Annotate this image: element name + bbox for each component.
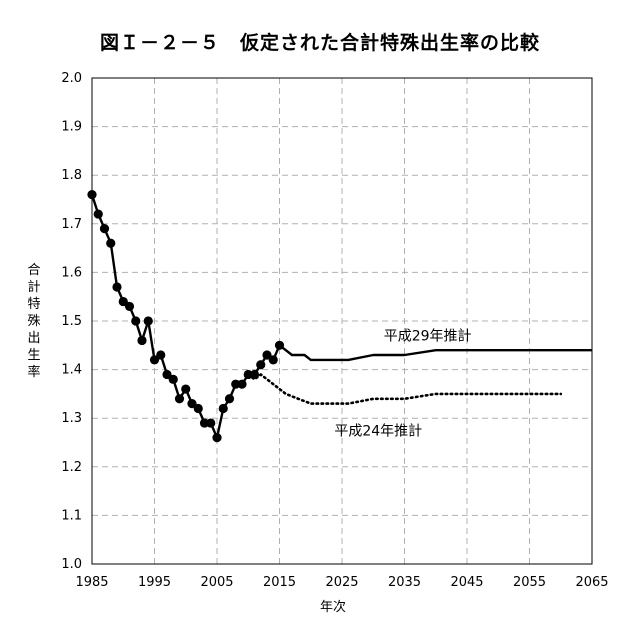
data-point bbox=[181, 384, 191, 394]
x-tick-label: 2045 bbox=[450, 575, 483, 590]
data-point bbox=[256, 360, 266, 370]
x-tick-label: 2025 bbox=[325, 575, 358, 590]
series-line bbox=[278, 344, 592, 362]
data-point bbox=[218, 403, 228, 414]
data-point bbox=[249, 369, 260, 380]
y-tick-label: 1.6 bbox=[61, 265, 82, 280]
y-tick-label: 1.2 bbox=[61, 460, 82, 475]
grid-lines bbox=[92, 78, 592, 564]
data-point bbox=[93, 209, 103, 219]
series-line bbox=[247, 373, 563, 405]
data-point bbox=[274, 340, 285, 350]
data-point bbox=[124, 301, 135, 312]
data-point bbox=[131, 316, 141, 326]
y-axis-label: 合計特殊出生率 bbox=[27, 263, 41, 380]
y-tick-label: 1.1 bbox=[61, 508, 82, 523]
x-tick-label: 1985 bbox=[75, 575, 108, 590]
series-markers bbox=[87, 190, 285, 443]
data-point bbox=[149, 355, 160, 365]
chart-title: 図Ｉ－２－５ 仮定された合計特殊出生率の比較 bbox=[99, 32, 540, 54]
data-point bbox=[174, 394, 185, 404]
data-point bbox=[206, 418, 216, 428]
y-tick-label: 1.9 bbox=[61, 120, 82, 135]
tick-labels: 1.0 1.1 1.2 1.3 1.4 1.5 1.6 1.7 1.8 1.9 2.0 1985 199… bbox=[61, 71, 608, 590]
data-point bbox=[268, 355, 278, 365]
data-point bbox=[193, 403, 203, 414]
data-point bbox=[168, 374, 178, 384]
data-point bbox=[187, 399, 197, 409]
data-point bbox=[156, 350, 166, 360]
plot-frame bbox=[91, 77, 593, 565]
x-tick-label: 1995 bbox=[138, 575, 171, 590]
data-point bbox=[237, 379, 247, 389]
data-point bbox=[143, 316, 153, 326]
y-tick-label: 1.0 bbox=[61, 557, 82, 572]
series-label: 平成29年推計 bbox=[384, 329, 472, 345]
data-point bbox=[137, 335, 147, 346]
y-tick-label: 1.4 bbox=[61, 363, 82, 378]
y-tick-label: 1.8 bbox=[61, 168, 82, 183]
x-axis-label: 年次 bbox=[320, 600, 347, 615]
y-tick-label: 1.5 bbox=[61, 314, 82, 329]
x-tick-label: 2055 bbox=[513, 575, 546, 590]
data-point bbox=[112, 282, 122, 292]
data-point bbox=[99, 224, 110, 234]
data-point bbox=[118, 296, 128, 307]
y-tick-label: 1.7 bbox=[61, 217, 82, 232]
x-tick-label: 2035 bbox=[388, 575, 421, 590]
data-point bbox=[224, 394, 235, 404]
y-tick-label: 2.0 bbox=[61, 71, 82, 86]
series-line bbox=[90, 194, 281, 439]
series-label: 平成24年推計 bbox=[334, 423, 422, 439]
x-tick-label: 2015 bbox=[263, 575, 296, 590]
data-point bbox=[106, 238, 116, 248]
x-tick-label: 2005 bbox=[200, 575, 233, 590]
y-tick-label: 1.3 bbox=[61, 411, 82, 426]
x-tick-label: 2065 bbox=[575, 575, 608, 590]
data-point bbox=[162, 369, 172, 380]
data-point bbox=[212, 433, 222, 443]
data-point bbox=[262, 350, 272, 360]
